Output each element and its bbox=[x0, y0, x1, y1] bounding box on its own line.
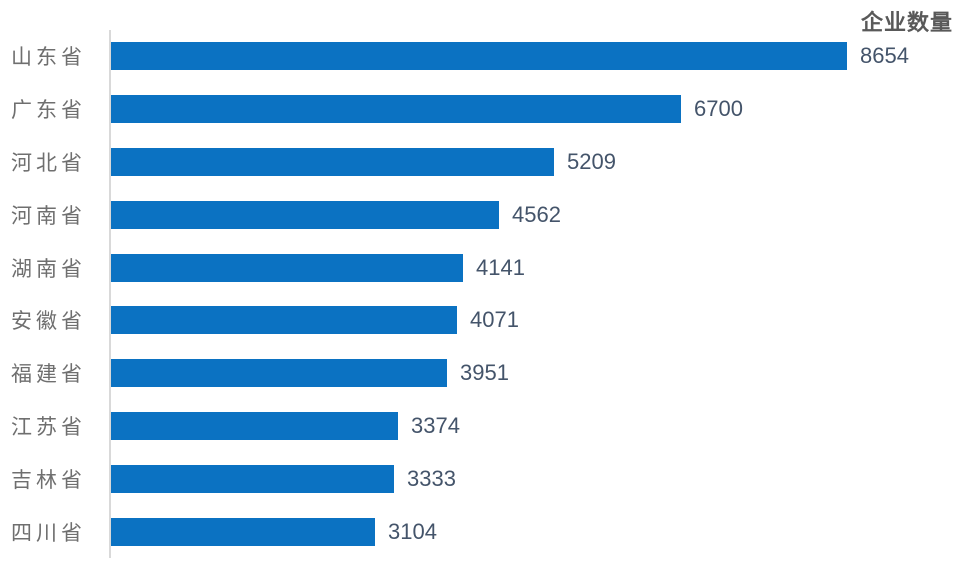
bar bbox=[111, 95, 681, 124]
value-label: 4071 bbox=[470, 307, 519, 333]
bar bbox=[111, 411, 398, 440]
category-label: 山东省 bbox=[11, 45, 86, 70]
bar-row: 广东省 6700 bbox=[0, 83, 959, 136]
category-label: 湖南省 bbox=[11, 256, 86, 281]
bar bbox=[111, 359, 447, 388]
bar-row: 河南省 4562 bbox=[0, 188, 959, 241]
value-label: 5209 bbox=[567, 148, 616, 174]
bar-row: 湖南省 4141 bbox=[0, 241, 959, 294]
bar bbox=[111, 200, 499, 229]
category-label: 河北省 bbox=[11, 150, 86, 175]
category-label: 广东省 bbox=[11, 98, 86, 123]
bar-row: 山东省 8654 bbox=[0, 30, 959, 83]
value-label: 3104 bbox=[388, 518, 437, 544]
category-label: 河南省 bbox=[11, 203, 86, 228]
value-label: 3374 bbox=[411, 412, 460, 438]
bar bbox=[111, 464, 394, 493]
value-label: 3333 bbox=[407, 465, 456, 491]
y-axis-line bbox=[109, 30, 111, 558]
bar bbox=[111, 306, 457, 335]
value-label: 4141 bbox=[476, 254, 525, 280]
bar bbox=[111, 42, 847, 71]
bar-row: 四川省 3104 bbox=[0, 505, 959, 558]
bar-row: 河北省 5209 bbox=[0, 136, 959, 189]
chart-title: 企业数量 bbox=[860, 10, 953, 35]
bar-row: 江苏省 3374 bbox=[0, 400, 959, 453]
bar bbox=[111, 147, 554, 176]
category-label: 福建省 bbox=[11, 362, 86, 387]
value-label: 6700 bbox=[694, 96, 743, 122]
bar-row: 安徽省 4071 bbox=[0, 294, 959, 347]
value-label: 4562 bbox=[512, 201, 561, 227]
category-label: 吉林省 bbox=[11, 467, 86, 492]
bar-row: 吉林省 3333 bbox=[0, 452, 959, 505]
category-label: 四川省 bbox=[11, 520, 86, 545]
category-label: 安徽省 bbox=[11, 309, 86, 334]
bar bbox=[111, 517, 375, 546]
plot-area: 山东省 8654 广东省 6700 河北省 5209 河南省 4562 湖南省 4141 安徽省 40… bbox=[0, 30, 959, 558]
bar bbox=[111, 253, 463, 282]
bar-row: 福建省 3951 bbox=[0, 347, 959, 400]
value-label: 8654 bbox=[860, 43, 909, 69]
value-label: 3951 bbox=[460, 360, 509, 386]
category-label: 江苏省 bbox=[11, 414, 86, 439]
bar-rows: 山东省 8654 广东省 6700 河北省 5209 河南省 4562 湖南省 4141 安徽省 40… bbox=[0, 30, 959, 558]
